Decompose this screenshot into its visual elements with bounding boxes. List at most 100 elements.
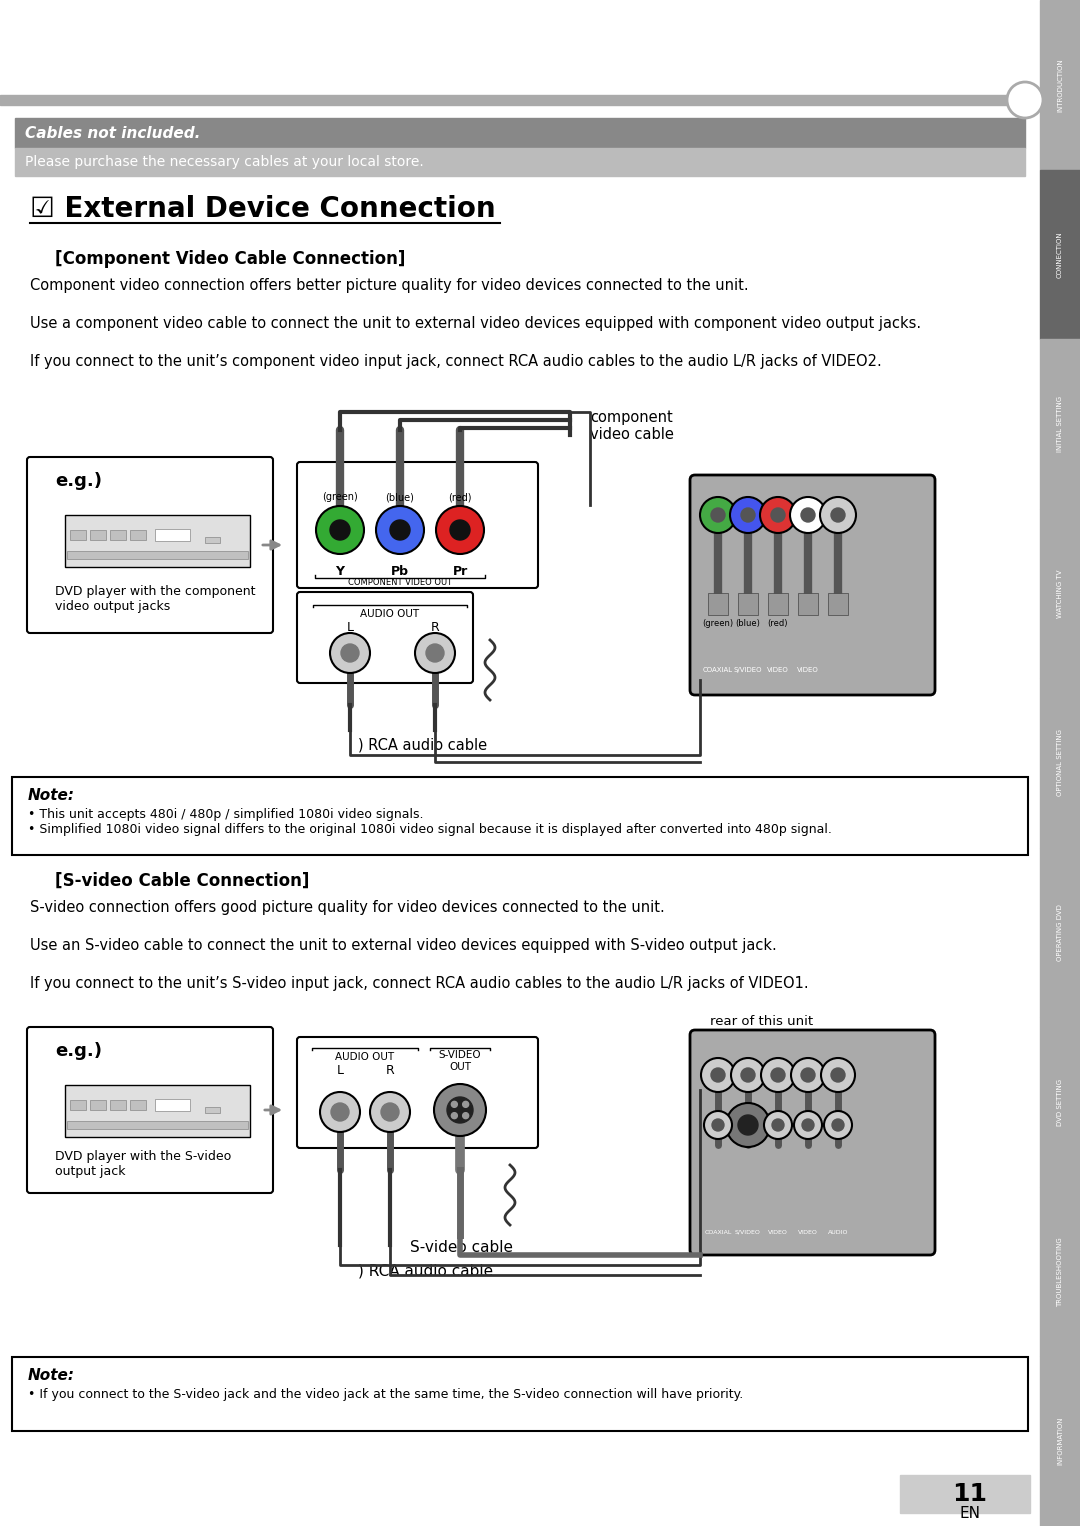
Bar	[1040, 0, 1080, 169]
Text: (blue): (blue)	[735, 620, 760, 629]
Text: Use an S-video cable to connect the unit to external video devices equipped with: Use an S-video cable to connect the unit…	[30, 938, 777, 954]
Bar	[1040, 339, 1080, 508]
Text: DVD player with the component
video output jacks: DVD player with the component video outp…	[55, 584, 256, 613]
Circle shape	[712, 1119, 724, 1131]
Text: Pb: Pb	[391, 565, 409, 578]
Circle shape	[801, 1068, 815, 1082]
Circle shape	[451, 1112, 457, 1119]
Text: R: R	[386, 1064, 394, 1077]
Text: (red): (red)	[768, 620, 788, 629]
Circle shape	[390, 520, 410, 540]
Bar	[1040, 1187, 1080, 1357]
Text: • This unit accepts 480i / 480p / simplified 1080i video signals.
• Simplified 1: • This unit accepts 480i / 480p / simpli…	[28, 807, 832, 836]
Text: COAXIAL: COAXIAL	[704, 1230, 731, 1235]
Bar	[900, 1476, 1030, 1512]
Text: VIDEO: VIDEO	[797, 667, 819, 673]
FancyBboxPatch shape	[690, 475, 935, 694]
Text: If you connect to the unit’s component video input jack, connect RCA audio cable: If you connect to the unit’s component v…	[30, 354, 881, 369]
Text: DVD player with the S-video
output jack: DVD player with the S-video output jack	[55, 1151, 231, 1178]
Circle shape	[738, 1116, 758, 1135]
Text: e.g.): e.g.)	[55, 472, 102, 490]
Bar	[15, 148, 1025, 175]
Bar	[768, 594, 788, 615]
Bar	[1040, 678, 1080, 848]
Text: ) RCA audio cable: ) RCA audio cable	[357, 739, 487, 752]
Circle shape	[771, 1068, 785, 1082]
Text: rear of this unit: rear of this unit	[710, 485, 813, 497]
Bar	[67, 551, 248, 559]
Text: (green): (green)	[702, 620, 733, 629]
Circle shape	[330, 1103, 349, 1122]
Text: • If you connect to the S-video jack and the video jack at the same time, the S-: • If you connect to the S-video jack and…	[28, 1389, 743, 1401]
Circle shape	[824, 1111, 852, 1138]
Circle shape	[330, 633, 370, 673]
Bar	[70, 530, 86, 540]
Circle shape	[426, 644, 444, 662]
FancyBboxPatch shape	[690, 1030, 935, 1254]
Text: ) RCA audio cable: ) RCA audio cable	[357, 1264, 494, 1277]
FancyBboxPatch shape	[12, 1357, 1028, 1431]
Circle shape	[832, 1119, 843, 1131]
Bar	[205, 1106, 220, 1112]
Text: Note:: Note:	[28, 787, 75, 803]
Circle shape	[434, 1083, 486, 1135]
Circle shape	[802, 1119, 814, 1131]
Text: L: L	[337, 1064, 343, 1077]
Circle shape	[701, 1058, 735, 1093]
Text: Use a component video cable to connect the unit to external video devices equipp: Use a component video cable to connect t…	[30, 316, 921, 331]
Circle shape	[711, 1068, 725, 1082]
Text: [Component Video Cable Connection]: [Component Video Cable Connection]	[55, 250, 405, 269]
Text: TROUBLESHOOTING: TROUBLESHOOTING	[1057, 1236, 1063, 1306]
Text: WATCHING TV: WATCHING TV	[1057, 569, 1063, 618]
Text: rear of this unit: rear of this unit	[710, 1015, 813, 1029]
Text: [S-video Cable Connection]: [S-video Cable Connection]	[55, 871, 309, 890]
Circle shape	[381, 1103, 399, 1122]
Bar	[15, 118, 1025, 148]
Text: Pr: Pr	[453, 565, 468, 578]
Circle shape	[831, 508, 845, 522]
Text: VIDEO: VIDEO	[798, 1230, 818, 1235]
Circle shape	[820, 497, 856, 533]
FancyBboxPatch shape	[297, 462, 538, 588]
Circle shape	[821, 1058, 855, 1093]
Text: R: R	[431, 621, 440, 633]
Circle shape	[794, 1111, 822, 1138]
Text: Note:: Note:	[28, 1367, 75, 1383]
Circle shape	[370, 1093, 410, 1132]
Bar	[70, 1100, 86, 1109]
Circle shape	[711, 508, 725, 522]
Circle shape	[704, 1111, 732, 1138]
Circle shape	[764, 1111, 792, 1138]
Bar	[65, 1085, 249, 1137]
Text: AUDIO OUT: AUDIO OUT	[361, 609, 419, 620]
Text: (green): (green)	[322, 491, 357, 502]
Text: S-video connection offers good picture quality for video devices connected to th: S-video connection offers good picture q…	[30, 900, 665, 916]
Bar	[828, 594, 848, 615]
Circle shape	[789, 497, 826, 533]
Circle shape	[436, 507, 484, 554]
Bar	[1040, 1018, 1080, 1187]
Bar	[1040, 848, 1080, 1018]
Text: (red): (red)	[448, 491, 472, 502]
Circle shape	[772, 1119, 784, 1131]
Circle shape	[447, 1097, 473, 1123]
Circle shape	[700, 497, 735, 533]
Text: EN: EN	[959, 1506, 981, 1521]
FancyBboxPatch shape	[27, 456, 273, 633]
Circle shape	[760, 497, 796, 533]
Circle shape	[731, 1058, 765, 1093]
Text: OPERATING DVD: OPERATING DVD	[1057, 903, 1063, 961]
Text: Cables not included.: Cables not included.	[25, 125, 201, 140]
Bar	[0, 95, 1040, 105]
Bar	[130, 530, 146, 540]
Bar	[798, 594, 818, 615]
Bar	[1040, 508, 1080, 678]
Circle shape	[451, 1102, 457, 1108]
Bar	[110, 1100, 126, 1109]
FancyBboxPatch shape	[12, 777, 1028, 855]
Circle shape	[462, 1112, 469, 1119]
Text: VIDEO: VIDEO	[768, 1230, 788, 1235]
Text: AUDIO: AUDIO	[827, 1230, 848, 1235]
Text: INITIAL SETTING: INITIAL SETTING	[1057, 395, 1063, 452]
Bar	[90, 530, 106, 540]
